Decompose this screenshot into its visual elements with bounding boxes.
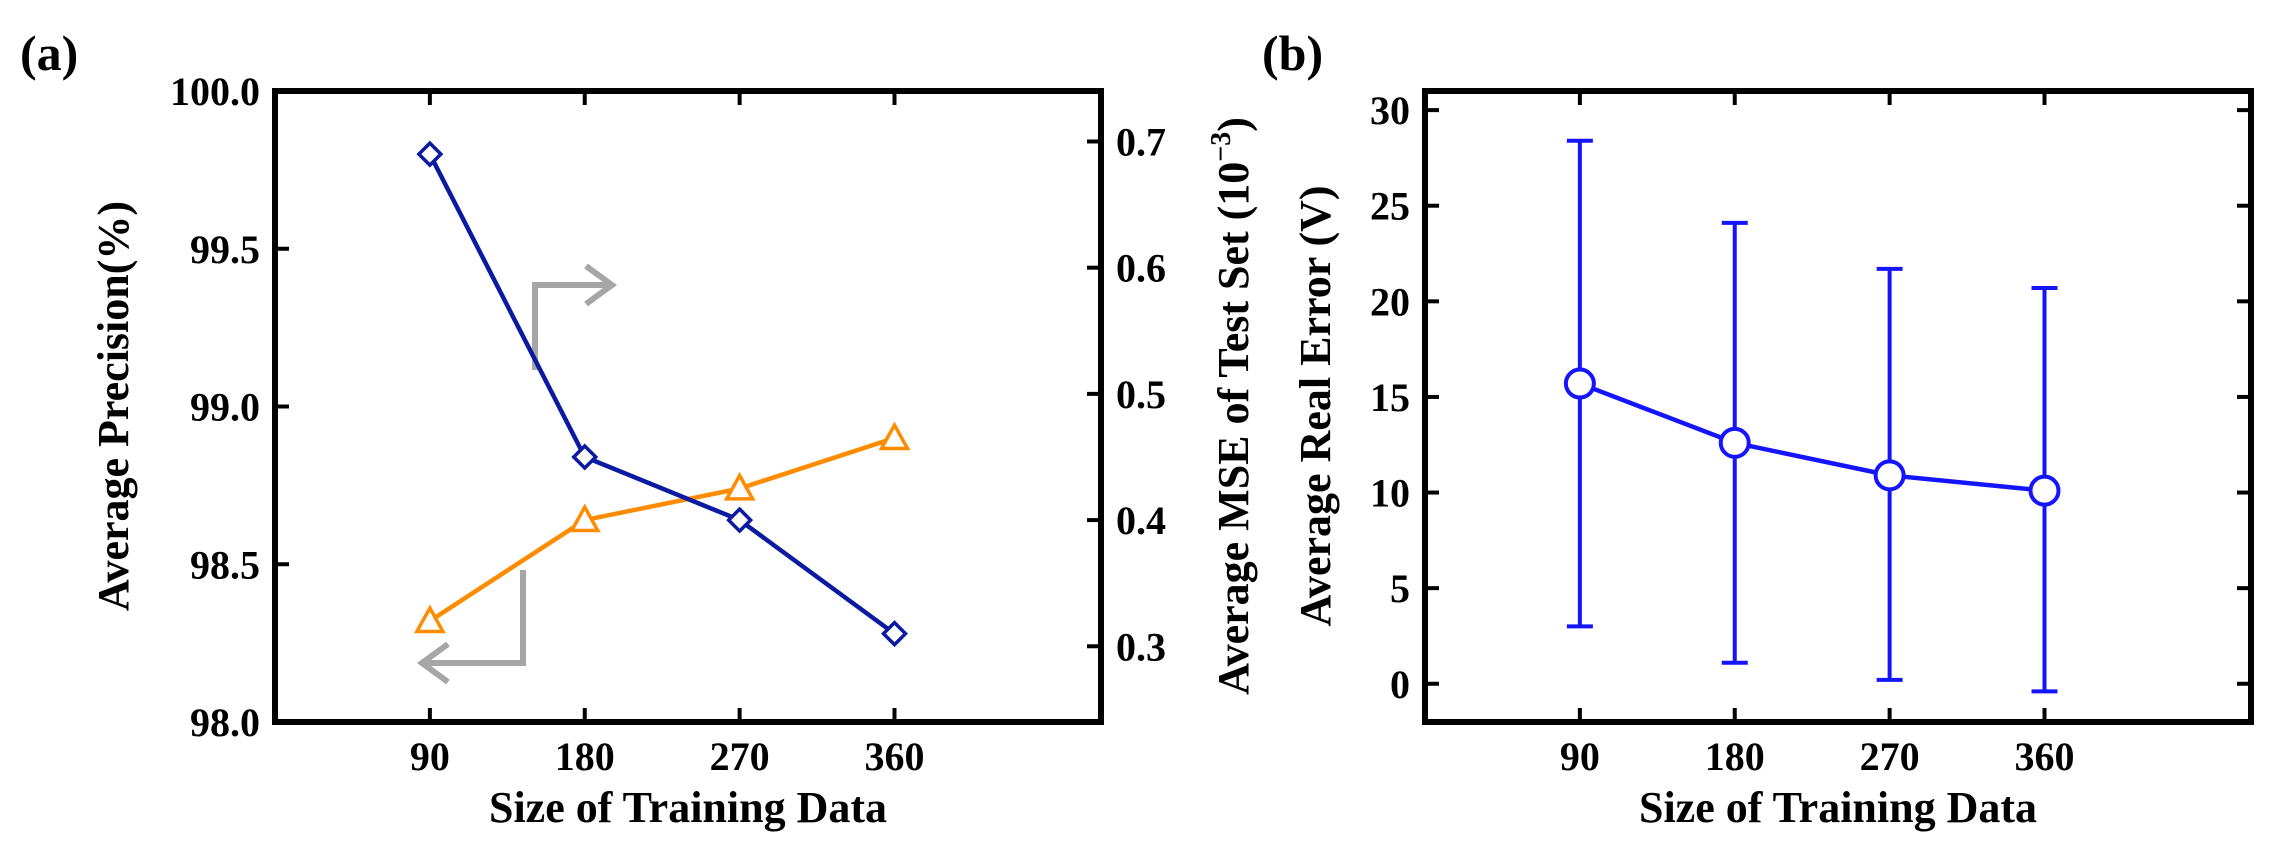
- x-tick-label-2: 270: [1860, 734, 1920, 779]
- x-tick-label-3: 360: [2015, 734, 2075, 779]
- panel-a-ticks: 90 180 270 360 98.0 98.5 99.0 99.5 100.0 0.3 0.4 0.…: [170, 69, 1166, 779]
- circle-point-0: [1563, 367, 1596, 400]
- x-tick-label-3: 360: [865, 734, 925, 779]
- y-tick-label-0: 0: [1390, 662, 1410, 707]
- circle-point-3: [2028, 474, 2061, 507]
- panel-a-label: (a): [20, 25, 78, 81]
- triangle-point-2: [723, 471, 756, 501]
- triangle-point-3: [878, 421, 911, 451]
- arrow-left-shaft: [426, 570, 526, 666]
- panel-b-label: (b): [1262, 25, 1323, 81]
- panel-a-ylabel-right: Average MSE of Test Set (10−3): [1206, 117, 1258, 695]
- y-right-tick-label-4: 0.7: [1116, 119, 1166, 164]
- circle-point-2: [1873, 459, 1906, 492]
- y-tick-label-3: 15: [1370, 375, 1410, 420]
- panel-a-ylabel-left: Average Precision(%): [89, 201, 138, 611]
- y-left-tick-label-3: 99.5: [190, 227, 260, 272]
- panel-a-ylabel-right-base: Average MSE of Test Set (10: [1209, 162, 1258, 695]
- circle-point-1: [1718, 426, 1751, 459]
- panel-a-ylabel-right-close: ): [1209, 117, 1258, 132]
- y-left-tick-label-0: 98.0: [190, 700, 260, 745]
- arrow-right-shaft: [532, 282, 608, 370]
- y-tick-label-1: 5: [1390, 566, 1410, 611]
- y-tick-label-4: 20: [1370, 279, 1410, 324]
- y-left-tick-label-4: 100.0: [170, 69, 260, 114]
- arrow-right-head: [584, 263, 618, 307]
- y-left-tick-label-2: 99.0: [190, 385, 260, 430]
- series-triangle-line: [428, 435, 896, 623]
- diamond-point-2: [726, 506, 754, 534]
- diamond-point-1: [571, 443, 599, 471]
- y-tick-label-6: 30: [1370, 88, 1410, 133]
- y-tick-label-2: 10: [1370, 471, 1410, 516]
- diamond-point-0: [416, 140, 444, 168]
- triangle-point-0: [413, 604, 446, 634]
- panel-b-ylabel: Average Real Error (V): [1291, 185, 1340, 626]
- panel-b-ticks: 90 180 270 360 0 5 10 15 20 25 30: [1370, 88, 2251, 779]
- y-right-tick-label-0: 0.3: [1116, 624, 1166, 669]
- panel-a: (a) 90 180 270 360 98.0 98.5 99.0 99.5 100.0 0.3 0…: [20, 25, 1258, 832]
- arrow-left-head: [416, 641, 450, 685]
- triangle-point-1: [568, 503, 601, 533]
- x-tick-label-2: 270: [710, 734, 770, 779]
- y-right-tick-label-2: 0.5: [1116, 372, 1166, 417]
- x-tick-label-0: 90: [410, 734, 450, 779]
- x-tick-label-1: 180: [1705, 734, 1765, 779]
- y-right-tick-label-3: 0.6: [1116, 246, 1166, 291]
- x-tick-label-1: 180: [555, 734, 615, 779]
- series-circle-line: [1579, 381, 2045, 493]
- panel-b-marks: [1563, 138, 2061, 694]
- series-diamond-line: [427, 153, 896, 636]
- y-left-tick-label-1: 98.5: [190, 542, 260, 587]
- panel-b-xlabel: Size of Training Data: [1639, 783, 2037, 832]
- x-tick-label-0: 90: [1560, 734, 1600, 779]
- panel-a-frame: [272, 88, 1104, 725]
- panel-b: (b) 90 180 270 360 0 5 10 15 20 25 30 Size of Trai…: [1262, 25, 2254, 832]
- panel-a-xlabel: Size of Training Data: [489, 783, 887, 832]
- diamond-point-3: [881, 620, 908, 648]
- panel-b-frame: [1422, 88, 2254, 725]
- panel-a-marks: [413, 140, 911, 685]
- y-tick-label-5: 25: [1370, 184, 1410, 229]
- y-right-tick-label-1: 0.4: [1116, 498, 1166, 543]
- panel-a-ylabel-right-exp: −3: [1206, 132, 1237, 162]
